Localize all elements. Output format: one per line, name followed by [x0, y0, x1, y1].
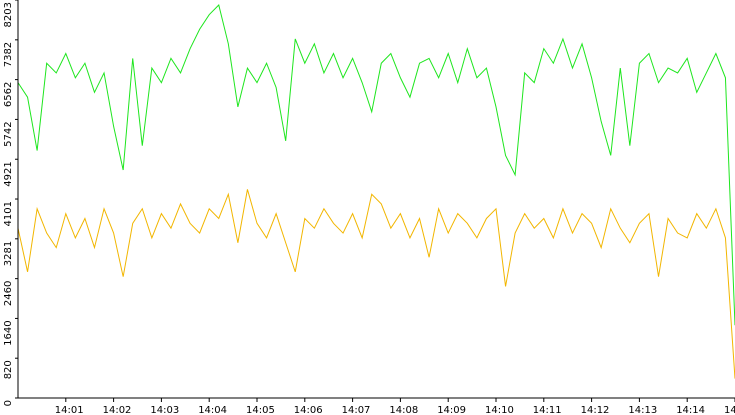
x-tick-label: 14:07 — [342, 405, 371, 415]
series-line — [17, 189, 735, 379]
x-tick-label: 14:05 — [246, 405, 275, 415]
x-tick-label: 14:12 — [581, 405, 610, 415]
x-tick-label: 14:11 — [533, 405, 562, 415]
x-tick-label: 14:02 — [103, 405, 132, 415]
y-tick-label: 820 — [3, 360, 14, 379]
x-tick-label: 14:03 — [150, 405, 179, 415]
y-tick-label: 8203 — [3, 2, 14, 27]
x-tick-label: 14:15 — [724, 405, 735, 415]
x-tick-label: 14:08 — [389, 405, 418, 415]
y-tick-label: 7382 — [3, 42, 14, 67]
y-tick-label: 4101 — [3, 201, 14, 226]
y-tick-label: 1640 — [3, 320, 14, 345]
y-tick-label: 2460 — [3, 281, 14, 306]
y-tick-label: 3281 — [3, 241, 14, 266]
x-tick-label: 14:10 — [485, 405, 514, 415]
x-tick-label: 14:09 — [437, 405, 466, 415]
y-tick-label: 5742 — [3, 121, 14, 146]
y-tick-label: 0 — [3, 400, 14, 406]
y-tick-label: 4921 — [3, 161, 14, 186]
x-tick-label: 14:14 — [676, 405, 705, 415]
x-tick-label: 14:13 — [628, 405, 657, 415]
x-tick-label: 14:01 — [55, 405, 84, 415]
series-line — [17, 4, 735, 326]
x-tick-label: 14:06 — [294, 405, 323, 415]
y-tick-label: 6562 — [3, 82, 14, 107]
x-tick-label: 14:04 — [198, 405, 227, 415]
